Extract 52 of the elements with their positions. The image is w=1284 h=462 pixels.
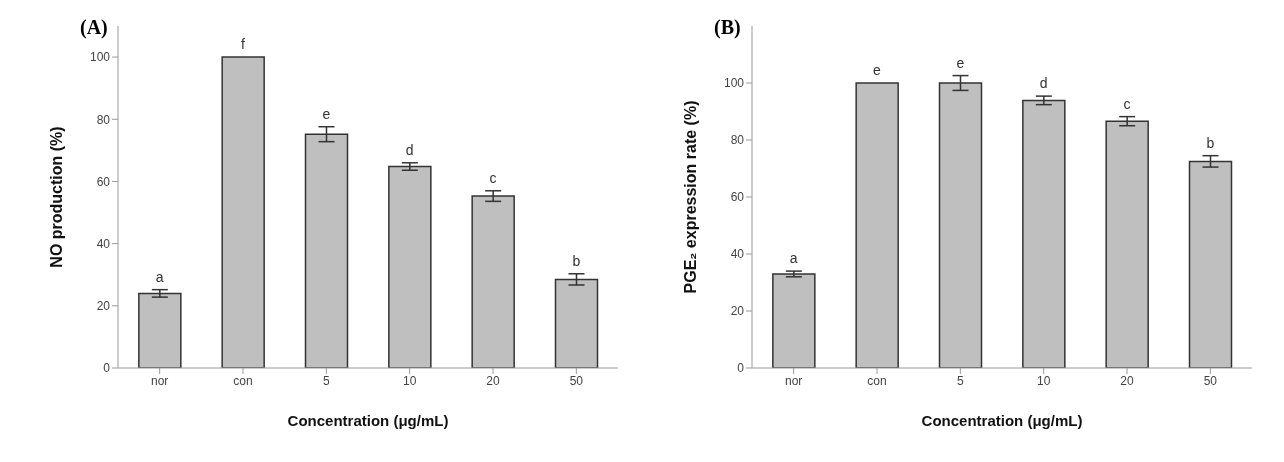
annotation: e (322, 105, 331, 122)
chart-title: (A) (80, 16, 108, 39)
annotation: b (572, 252, 581, 269)
annotation: a (789, 250, 798, 267)
annotation: e (873, 62, 882, 78)
annotation: c (1123, 95, 1131, 112)
x-tick-label: 5 (956, 373, 964, 388)
bar (138, 292, 182, 368)
bar (471, 195, 515, 368)
x-tick-label: nor (150, 373, 169, 388)
x-tick-label: 10 (402, 373, 417, 388)
y-tick-label: 100 (723, 76, 745, 91)
y-tick-label: 20 (96, 299, 111, 314)
annotation: f (241, 36, 246, 53)
y-tick-label: 40 (730, 247, 745, 262)
x-tick-label: 50 (569, 373, 584, 388)
annotation: a (155, 268, 164, 285)
y-tick-label: 100 (89, 50, 111, 65)
y-axis-title: PGE₂ expression rate (%) (681, 100, 699, 294)
annotation: c (489, 169, 497, 186)
bar (855, 82, 899, 368)
chart-title: (B) (714, 16, 741, 39)
bar (554, 278, 599, 368)
bar (1105, 120, 1149, 368)
x-tick-label: 20 (1120, 373, 1134, 388)
x-tick-label: 20 (486, 373, 500, 388)
y-tick-label: 60 (730, 190, 745, 205)
y-tick-label: 0 (737, 361, 745, 376)
y-tick-label: 60 (96, 174, 111, 189)
y-tick-label: 80 (96, 112, 111, 127)
y-tick-label: 80 (730, 133, 745, 148)
bar (1188, 160, 1233, 368)
annotation: e (956, 54, 965, 71)
x-tick-label: nor (784, 373, 803, 388)
annotation: d (405, 141, 414, 158)
y-axis-title: NO production (%) (47, 126, 65, 268)
x-tick-label: 50 (1203, 373, 1218, 388)
bar (772, 273, 816, 368)
bar (1022, 99, 1066, 368)
bar (221, 56, 265, 368)
y-tick-label: 0 (103, 361, 111, 376)
bar (388, 165, 432, 368)
x-tick-label: con (233, 373, 253, 388)
y-tick-label: 20 (730, 304, 745, 319)
annotation: d (1039, 75, 1048, 92)
x-tick-label: 5 (322, 373, 330, 388)
x-axis-title: Concentration (μg/mL) (921, 412, 1083, 429)
y-tick-label: 40 (96, 236, 111, 251)
annotation: b (1206, 134, 1215, 151)
x-tick-label: 10 (1036, 373, 1051, 388)
x-tick-label: con (867, 373, 887, 388)
x-axis-title: Concentration (μg/mL) (287, 412, 449, 429)
